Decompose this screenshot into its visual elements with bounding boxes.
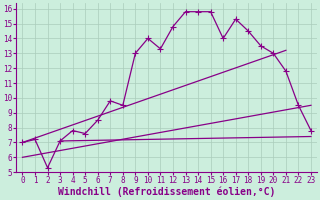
X-axis label: Windchill (Refroidissement éolien,°C): Windchill (Refroidissement éolien,°C) [58, 187, 276, 197]
